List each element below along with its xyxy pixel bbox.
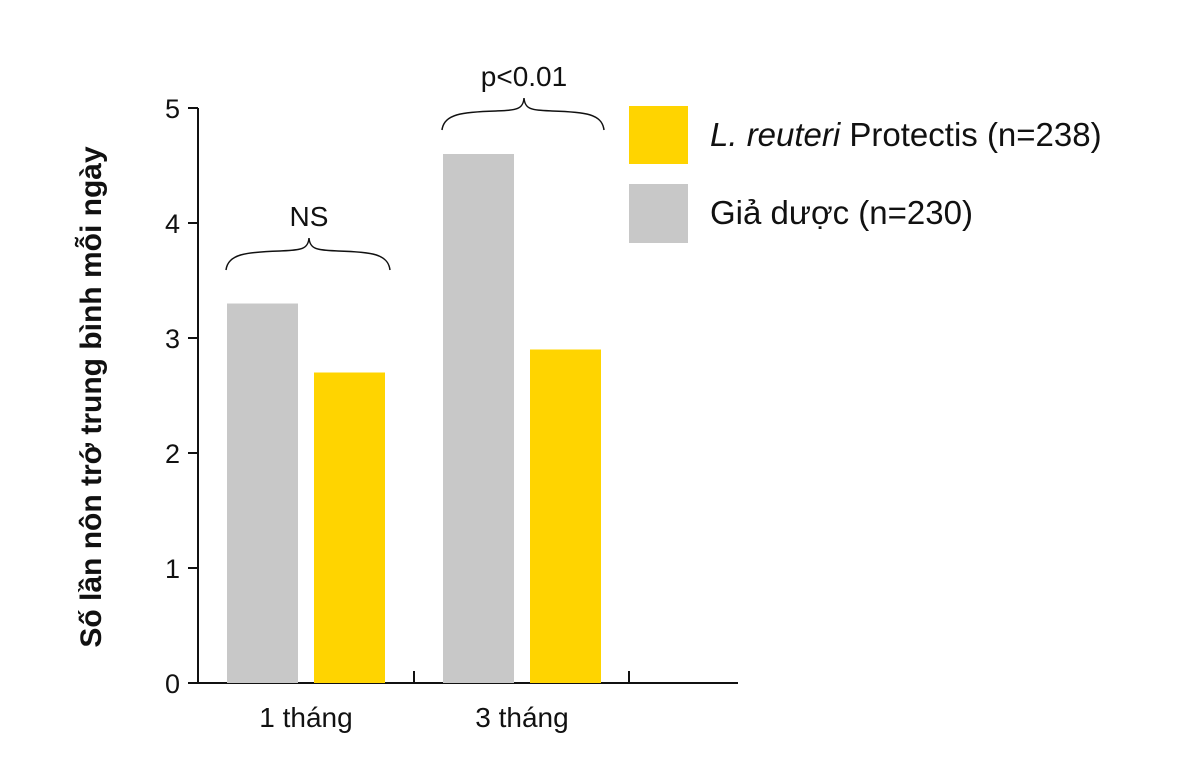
brace-1-thang — [225, 237, 391, 271]
y-ticks: 0 1 2 3 4 5 — [165, 94, 198, 699]
y-tick-label: 5 — [165, 94, 180, 124]
bar-reuteri-2 — [530, 349, 601, 683]
legend-label-reuteri-rest: Protectis (n=238) — [840, 116, 1101, 153]
annotation-p-value: p<0.01 — [481, 61, 567, 92]
y-axis-label: Số lần nôn trớ trung bình mỗi ngày — [74, 146, 108, 648]
legend: L. reuteri Protectis (n=238) Giả dược (n… — [629, 106, 1102, 243]
x-category-label: 1 tháng — [259, 702, 352, 733]
y-tick-label: 4 — [165, 209, 180, 239]
bar-placebo-2 — [443, 154, 514, 683]
legend-label-placebo: Giả dược (n=230) — [710, 194, 973, 231]
x-ticks — [413, 671, 630, 683]
bar-placebo-1 — [227, 303, 298, 683]
annotation-ns: NS — [290, 201, 329, 232]
y-tick-label: 3 — [165, 324, 180, 354]
legend-label-reuteri: L. reuteri Protectis (n=238) — [710, 116, 1102, 153]
bars — [227, 154, 601, 683]
legend-swatch-reuteri — [629, 106, 688, 164]
bar-reuteri-1 — [314, 372, 385, 683]
legend-swatch-placebo — [629, 184, 688, 243]
y-tick-label: 0 — [165, 669, 180, 699]
y-tick-label: 1 — [165, 554, 180, 584]
legend-label-reuteri-italic: L. reuteri — [710, 116, 842, 153]
brace-3-thang — [441, 97, 605, 131]
x-category-labels: 1 tháng 3 tháng — [259, 702, 568, 733]
y-tick-label: 2 — [165, 439, 180, 469]
x-category-label: 3 tháng — [475, 702, 568, 733]
